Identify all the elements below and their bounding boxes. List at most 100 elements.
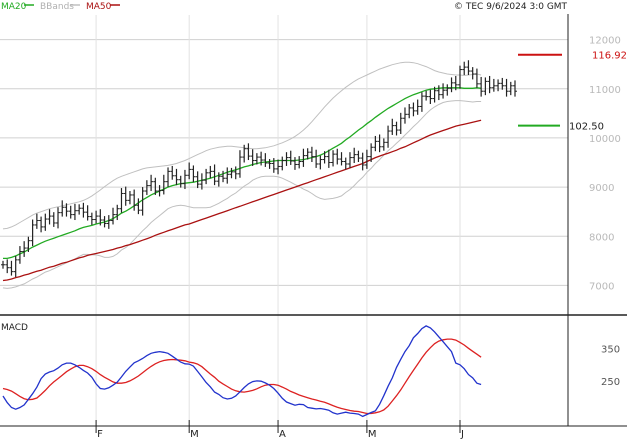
price-bar [22, 241, 27, 257]
price-bar [407, 103, 412, 119]
price-bar [64, 203, 69, 217]
price-bar [369, 143, 374, 163]
bband-lower-line [2, 100, 482, 289]
price-bar [496, 79, 501, 92]
price-bar [280, 156, 285, 171]
macd-signal-line [2, 338, 482, 415]
x-axis-label: F [97, 429, 103, 440]
price-bar [195, 171, 200, 189]
price-bar [381, 138, 386, 151]
price-bar [453, 75, 458, 91]
price-bar [402, 107, 407, 124]
price-bar [153, 177, 158, 195]
price-bar [30, 219, 35, 247]
price-bar [386, 125, 391, 148]
price-bar [221, 170, 226, 183]
price-y-tick-label: 7000 [589, 281, 614, 292]
price-bar [301, 148, 306, 167]
price-bar [339, 152, 344, 166]
support-value-label: 102.50 [569, 122, 604, 133]
price-bar [174, 168, 179, 186]
price-bar [43, 213, 48, 231]
price-bar [94, 210, 99, 224]
price-bar [229, 167, 234, 179]
legend-ma50-label: MA50 [86, 2, 112, 12]
price-bar [60, 200, 65, 217]
price-bar [335, 148, 340, 165]
price-bar [13, 255, 18, 278]
price-bar [191, 165, 196, 183]
x-axis-label: J [460, 429, 464, 440]
price-bar [89, 212, 94, 225]
price-bar [47, 209, 52, 225]
price-bar [149, 174, 154, 192]
price-bar [5, 259, 10, 274]
legend-bbands-label: BBands [40, 2, 74, 12]
price-bar [415, 99, 420, 115]
price-bar [466, 60, 471, 75]
price-panel: 7000 8000 9000 10000 11000 12000 116.92 102.50 [0, 15, 627, 426]
price-bar [474, 68, 479, 88]
price-bar [470, 67, 475, 80]
resistance-value-label: 116.92 [592, 51, 627, 62]
price-bar [411, 102, 416, 117]
price-annotations: 116.92 102.50 [518, 51, 627, 133]
price-bar [428, 89, 433, 104]
legend: MA20 BBands MA50 © TEC 9/6/2024 3:0 GMT [1, 2, 568, 12]
x-axis-label: M [368, 429, 377, 440]
macd-y-tick-label: 250 [601, 377, 620, 388]
price-bar [199, 173, 204, 190]
price-bar [115, 204, 120, 221]
price-bar [297, 156, 302, 169]
price-bar [424, 90, 429, 101]
macd-y-tick-label: 350 [601, 344, 620, 355]
price-bar [390, 118, 395, 135]
macd-line [2, 325, 482, 418]
price-bar [318, 155, 323, 170]
price-bar [441, 83, 446, 99]
copyright-stamp: © TEC 9/6/2024 3:0 GMT [454, 2, 568, 12]
price-bar [373, 135, 378, 152]
price-y-tick-label: 10000 [589, 134, 621, 145]
price-bar [111, 207, 116, 225]
price-bar [305, 148, 310, 160]
price-bar [127, 191, 132, 205]
price-bar [462, 61, 467, 75]
price-y-tick-label: 11000 [589, 85, 621, 96]
price-bar [187, 162, 192, 180]
price-bar [212, 164, 217, 186]
x-axis-label: M [190, 429, 199, 440]
price-bar [204, 168, 209, 185]
price-y-tick-label: 8000 [589, 232, 614, 243]
price-bar [182, 169, 187, 190]
price-y-tick-label: 12000 [589, 36, 621, 47]
macd-panel: MACD 250 350 [1, 323, 620, 418]
price-bar [309, 146, 314, 163]
price-bar [77, 204, 82, 215]
price-bar [254, 153, 259, 165]
price-bar [106, 215, 111, 229]
price-bar [331, 150, 336, 167]
price-bar [170, 165, 175, 180]
price-bar [233, 166, 238, 180]
price-bar [292, 157, 297, 170]
price-bar [68, 205, 73, 219]
price-bar [26, 236, 31, 252]
price-bar [364, 149, 369, 169]
macd-series-lines [2, 325, 482, 418]
price-bar [457, 65, 462, 89]
price-bar [504, 78, 509, 97]
price-bar [394, 121, 399, 136]
price-bar [51, 212, 56, 227]
price-bar [326, 149, 331, 168]
price-bar [377, 134, 382, 153]
price-bar [178, 175, 183, 188]
price-bar [225, 167, 230, 184]
ma20-line [3, 87, 482, 260]
price-bar [271, 158, 276, 173]
price-bar [445, 84, 450, 96]
price-bar [157, 185, 162, 197]
price-bar [343, 157, 348, 170]
